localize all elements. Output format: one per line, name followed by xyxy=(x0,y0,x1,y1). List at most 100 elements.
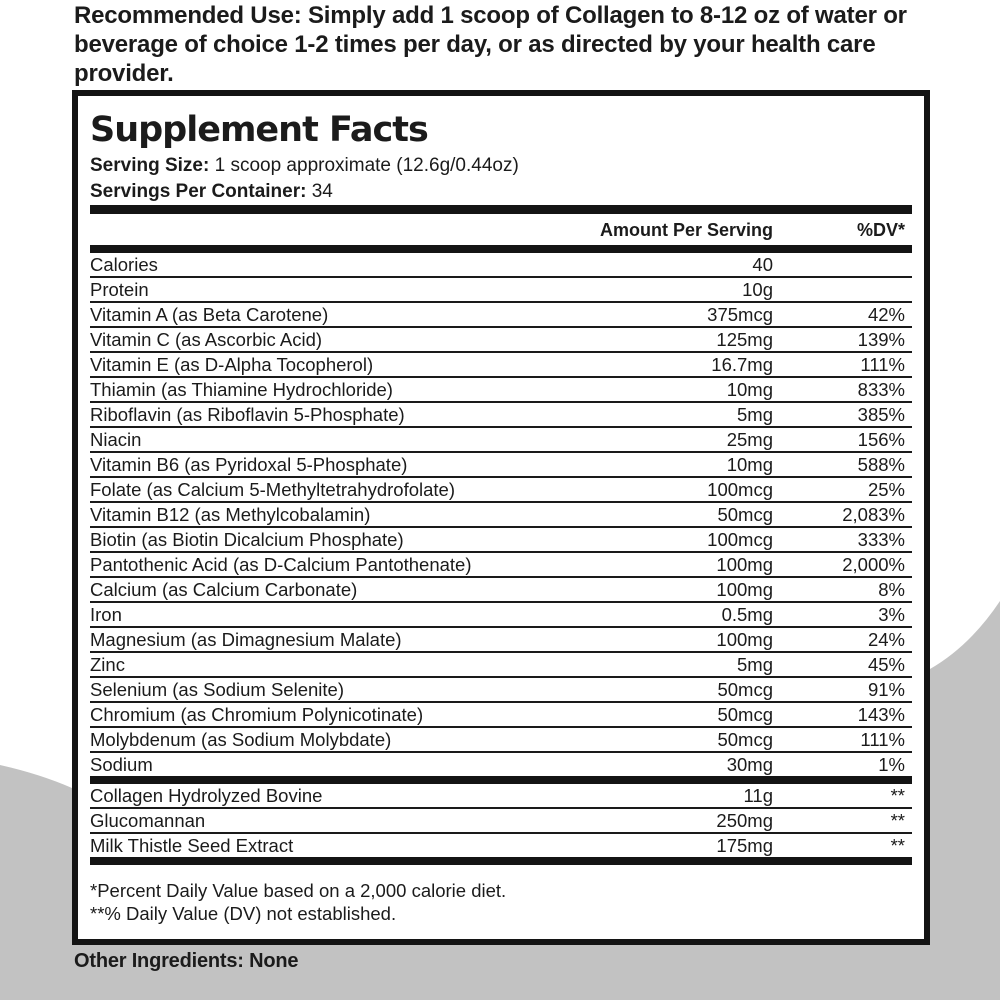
recommended-use-label: Recommended Use: xyxy=(74,2,302,29)
table-row: Zinc 5mg 45% xyxy=(90,653,912,678)
nutrient-dv: 111% xyxy=(860,729,905,750)
nutrient-dv: 143% xyxy=(857,704,905,725)
nutrient-amount: 5mg xyxy=(737,654,773,675)
nutrient-amount: 100mg xyxy=(716,554,773,575)
table-row: Vitamin B12 (as Methylcobalamin) 50mcg 2… xyxy=(90,503,912,528)
nutrient-amount: 25mg xyxy=(726,429,773,450)
nutrient-amount: 50mcg xyxy=(717,729,773,750)
servings-per-container-label: Servings Per Container: xyxy=(90,181,307,202)
nutrient-dv: 156% xyxy=(857,429,905,450)
serving-size-line: Serving Size: 1 scoop approximate (12.6g… xyxy=(90,154,912,178)
nutrient-amount: 30mg xyxy=(726,754,773,775)
nutrient-name: Glucomannan xyxy=(90,810,206,831)
other-ingredients-value: None xyxy=(243,950,299,972)
other-ingredients-line: Other Ingredients: None xyxy=(74,950,299,973)
nutrient-dv: ** xyxy=(890,835,905,856)
table-row: Vitamin C (as Ascorbic Acid) 125mg 139% xyxy=(90,328,912,353)
nutrient-amount: 100mcg xyxy=(707,479,773,500)
nutrient-name: Milk Thistle Seed Extract xyxy=(90,835,294,856)
nutrient-amount: 250mg xyxy=(716,810,773,831)
nutrient-name: Vitamin B12 (as Methylcobalamin) xyxy=(90,504,371,525)
footnotes: *Percent Daily Value based on a 2,000 ca… xyxy=(90,879,912,925)
nutrient-name: Calories xyxy=(90,254,158,275)
table-row: Vitamin B6 (as Pyridoxal 5-Phosphate) 10… xyxy=(90,453,912,478)
table-header-row: Amount Per Serving %DV* xyxy=(90,214,912,245)
nutrient-name: Protein xyxy=(90,279,149,300)
serving-size-label: Serving Size: xyxy=(90,155,210,176)
nutrient-amount: 375mcg xyxy=(707,304,773,325)
table-row: Magnesium (as Dimagnesium Malate) 100mg … xyxy=(90,628,912,653)
table-row: Riboflavin (as Riboflavin 5-Phosphate) 5… xyxy=(90,403,912,428)
nutrient-amount: 16.7mg xyxy=(711,354,773,375)
table-row: Pantothenic Acid (as D-Calcium Pantothen… xyxy=(90,553,912,578)
table-row: Niacin 25mg 156% xyxy=(90,428,912,453)
nutrient-amount: 100mcg xyxy=(707,529,773,550)
nutrient-dv: ** xyxy=(890,785,905,806)
nutrient-name: Magnesium (as Dimagnesium Malate) xyxy=(90,629,402,650)
divider-bar-middle xyxy=(90,776,912,784)
nutrient-dv: 25% xyxy=(867,479,905,500)
servings-per-container-line: Servings Per Container: 34 xyxy=(90,180,912,204)
table-row: Biotin (as Biotin Dicalcium Phosphate) 1… xyxy=(90,528,912,553)
nutrient-name: Folate (as Calcium 5-Methyltetrahydrofol… xyxy=(90,479,456,500)
nutrient-amount: 0.5mg xyxy=(721,604,773,625)
nutrient-amount: 50mcg xyxy=(717,704,773,725)
nutrient-dv: 588% xyxy=(857,454,905,475)
nutrient-amount: 175mg xyxy=(716,835,773,856)
table-row: Calories 40 xyxy=(90,253,912,278)
amount-column-header: Amount Per Serving xyxy=(599,220,773,240)
nutrient-amount: 5mg xyxy=(737,404,773,425)
dv-column-header: %DV* xyxy=(856,220,905,240)
table-row: Vitamin E (as D-Alpha Tocopherol) 16.7mg… xyxy=(90,353,912,378)
nutrient-dv: 2,083% xyxy=(842,504,905,525)
nutrient-name: Riboflavin (as Riboflavin 5-Phosphate) xyxy=(90,404,405,425)
nutrient-name: Vitamin B6 (as Pyridoxal 5-Phosphate) xyxy=(90,454,408,475)
nutrient-name: Collagen Hydrolyzed Bovine xyxy=(90,785,323,806)
nutrient-dv: 24% xyxy=(867,629,905,650)
nutrient-name: Vitamin C (as Ascorbic Acid) xyxy=(90,329,323,350)
supplement-facts-panel: Supplement Facts Serving Size: 1 scoop a… xyxy=(72,90,930,945)
nutrient-name: Selenium (as Sodium Selenite) xyxy=(90,679,344,700)
nutrient-dv: 111% xyxy=(860,354,905,375)
divider-bar-top xyxy=(90,205,912,214)
nutrient-name: Vitamin A (as Beta Carotene) xyxy=(90,304,329,325)
nutrient-name: Iron xyxy=(90,604,122,625)
table-row: Protein 10g xyxy=(90,278,912,303)
nutrient-amount: 40 xyxy=(752,254,773,275)
nutrient-dv: 385% xyxy=(857,404,905,425)
footnote-dv: *Percent Daily Value based on a 2,000 ca… xyxy=(90,880,507,901)
nutrient-amount: 10mg xyxy=(726,454,773,475)
nutrient-name: Zinc xyxy=(90,654,125,675)
table-row: Sodium 30mg 1% xyxy=(90,753,912,776)
nutrient-amount: 125mg xyxy=(716,329,773,350)
nutrient-amount: 11g xyxy=(743,785,774,806)
nutrient-dv: 91% xyxy=(867,679,905,700)
nutrient-name: Sodium xyxy=(90,754,153,775)
serving-size-value: 1 scoop approximate (12.6g/0.44oz) xyxy=(209,155,519,176)
nutrient-dv: 333% xyxy=(857,529,905,550)
nutrient-amount: 50mcg xyxy=(717,504,773,525)
nutrient-name: Chromium (as Chromium Polynicotinate) xyxy=(90,704,424,725)
panel-title: Supplement Facts xyxy=(90,110,429,150)
table-row: Iron 0.5mg 3% xyxy=(90,603,912,628)
nutrient-dv: 2,000% xyxy=(842,554,905,575)
nutrient-dv: 139% xyxy=(857,329,905,350)
table-row: Vitamin A (as Beta Carotene) 375mcg 42% xyxy=(90,303,912,328)
recommended-use-paragraph: Recommended Use: Simply add 1 scoop of C… xyxy=(74,1,932,88)
table-row: Glucomannan 250mg ** xyxy=(90,809,912,834)
nutrient-name: Thiamin (as Thiamine Hydrochloride) xyxy=(90,379,393,400)
nutrient-amount: 100mg xyxy=(716,629,773,650)
nutrient-dv: 833% xyxy=(857,379,905,400)
footnote-not-established: **% Daily Value (DV) not established. xyxy=(90,903,397,924)
nutrient-dv: 3% xyxy=(878,604,905,625)
divider-bar-bottom xyxy=(90,857,912,865)
nutrient-name: Molybdenum (as Sodium Molybdate) xyxy=(90,729,392,750)
divider-bar-header xyxy=(90,245,912,253)
nutrient-rows: Calories 40 Protein 10g Vitamin A (as Be… xyxy=(90,253,912,776)
nutrient-amount: 10mg xyxy=(726,379,773,400)
other-nutrient-rows: Collagen Hydrolyzed Bovine 11g ** Glucom… xyxy=(90,784,912,857)
table-row: Folate (as Calcium 5-Methyltetrahydrofol… xyxy=(90,478,912,503)
nutrient-name: Biotin (as Biotin Dicalcium Phosphate) xyxy=(90,529,404,550)
nutrient-dv: 1% xyxy=(878,754,905,775)
table-row: Selenium (as Sodium Selenite) 50mcg 91% xyxy=(90,678,912,703)
